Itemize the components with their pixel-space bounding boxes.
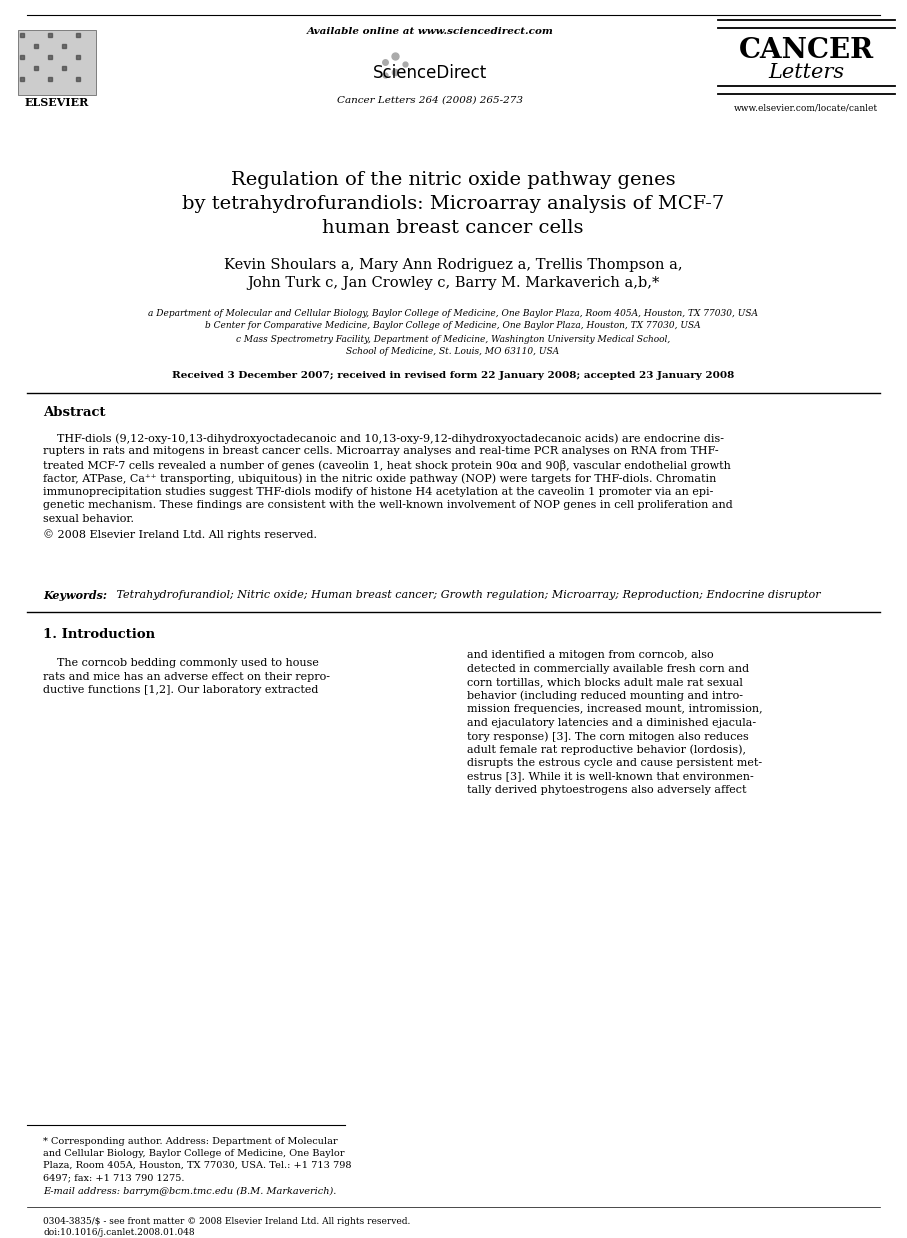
Text: a Department of Molecular and Cellular Biology, Baylor College of Medicine, One : a Department of Molecular and Cellular B…: [148, 308, 758, 317]
Text: 0304-3835/$ - see front matter © 2008 Elsevier Ireland Ltd. All rights reserved.: 0304-3835/$ - see front matter © 2008 El…: [43, 1217, 410, 1226]
Text: tally derived phytoestrogens also adversely affect: tally derived phytoestrogens also advers…: [467, 785, 746, 795]
Text: THF-diols (9,12-oxy-10,13-dihydroxyoctadecanoic and 10,13-oxy-9,12-dihydroxyocta: THF-diols (9,12-oxy-10,13-dihydroxyoctad…: [43, 433, 724, 443]
Text: Kevin Shoulars a, Mary Ann Rodriguez a, Trellis Thompson a,: Kevin Shoulars a, Mary Ann Rodriguez a, …: [224, 258, 682, 272]
Text: corn tortillas, which blocks adult male rat sexual: corn tortillas, which blocks adult male …: [467, 677, 743, 687]
Text: estrus [3]. While it is well-known that environmen-: estrus [3]. While it is well-known that …: [467, 771, 754, 781]
Text: ductive functions [1,2]. Our laboratory extracted: ductive functions [1,2]. Our laboratory …: [43, 685, 318, 695]
Text: rats and mice has an adverse effect on their repro-: rats and mice has an adverse effect on t…: [43, 671, 330, 681]
Bar: [18, 30, 96, 95]
Text: human breast cancer cells: human breast cancer cells: [322, 219, 584, 236]
Text: Received 3 December 2007; received in revised form 22 January 2008; accepted 23 : Received 3 December 2007; received in re…: [171, 370, 734, 380]
Text: and Cellular Biology, Baylor College of Medicine, One Baylor: and Cellular Biology, Baylor College of …: [43, 1149, 345, 1158]
Text: Tetrahydrofurandiol; Nitric oxide; Human breast cancer; Growth regulation; Micro: Tetrahydrofurandiol; Nitric oxide; Human…: [113, 591, 821, 600]
Text: 6497; fax: +1 713 790 1275.: 6497; fax: +1 713 790 1275.: [43, 1172, 184, 1182]
Text: sexual behavior.: sexual behavior.: [43, 514, 134, 524]
Text: tory response) [3]. The corn mitogen also reduces: tory response) [3]. The corn mitogen als…: [467, 730, 749, 742]
Text: disrupts the estrous cycle and cause persistent met-: disrupts the estrous cycle and cause per…: [467, 758, 762, 768]
Text: b Center for Comparative Medicine, Baylor College of Medicine, One Baylor Plaza,: b Center for Comparative Medicine, Baylo…: [205, 322, 701, 331]
Text: Abstract: Abstract: [43, 406, 105, 420]
Text: Plaza, Room 405A, Houston, TX 77030, USA. Tel.: +1 713 798: Plaza, Room 405A, Houston, TX 77030, USA…: [43, 1161, 352, 1170]
Text: Letters: Letters: [768, 63, 844, 83]
Text: Available online at www.sciencedirect.com: Available online at www.sciencedirect.co…: [307, 27, 553, 36]
Text: factor, ATPase, Ca⁺⁺ transporting, ubiquitous) in the nitric oxide pathway (NOP): factor, ATPase, Ca⁺⁺ transporting, ubiqu…: [43, 473, 717, 484]
Text: ScienceDirect: ScienceDirect: [373, 64, 487, 82]
Text: c Mass Spectrometry Facility, Department of Medicine, Washington University Medi: c Mass Spectrometry Facility, Department…: [236, 334, 670, 343]
Text: adult female rat reproductive behavior (lordosis),: adult female rat reproductive behavior (…: [467, 744, 746, 755]
Text: rupters in rats and mitogens in breast cancer cells. Microarray analyses and rea: rupters in rats and mitogens in breast c…: [43, 447, 718, 457]
Text: ELSEVIER: ELSEVIER: [24, 98, 89, 109]
Text: doi:10.1016/j.canlet.2008.01.048: doi:10.1016/j.canlet.2008.01.048: [43, 1228, 195, 1237]
Text: 1. Introduction: 1. Introduction: [43, 629, 155, 641]
Text: and ejaculatory latencies and a diminished ejacula-: and ejaculatory latencies and a diminish…: [467, 718, 756, 728]
Text: behavior (including reduced mounting and intro-: behavior (including reduced mounting and…: [467, 691, 743, 701]
Text: treated MCF-7 cells revealed a number of genes (caveolin 1, heat shock protein 9: treated MCF-7 cells revealed a number of…: [43, 461, 731, 470]
Text: CANCER: CANCER: [738, 36, 873, 63]
Text: by tetrahydrofurandiols: Microarray analysis of MCF-7: by tetrahydrofurandiols: Microarray anal…: [182, 196, 724, 213]
Text: John Turk c, Jan Crowley c, Barry M. Markaverich a,b,*: John Turk c, Jan Crowley c, Barry M. Mar…: [247, 276, 659, 290]
Text: E-mail address: barrym@bcm.tmc.edu (B.M. Markaverich).: E-mail address: barrym@bcm.tmc.edu (B.M.…: [43, 1187, 336, 1196]
Text: genetic mechanism. These findings are consistent with the well-known involvement: genetic mechanism. These findings are co…: [43, 500, 733, 510]
Text: School of Medicine, St. Louis, MO 63110, USA: School of Medicine, St. Louis, MO 63110,…: [346, 348, 560, 357]
Text: Regulation of the nitric oxide pathway genes: Regulation of the nitric oxide pathway g…: [230, 171, 676, 189]
Text: The corncob bedding commonly used to house: The corncob bedding commonly used to hou…: [43, 659, 319, 669]
Text: immunoprecipitation studies suggest THF-diols modify of histone H4 acetylation a: immunoprecipitation studies suggest THF-…: [43, 487, 714, 496]
Text: Cancer Letters 264 (2008) 265-273: Cancer Letters 264 (2008) 265-273: [337, 95, 523, 104]
Text: and identified a mitogen from corncob, also: and identified a mitogen from corncob, a…: [467, 650, 714, 660]
Text: detected in commercially available fresh corn and: detected in commercially available fresh…: [467, 664, 749, 673]
Text: * Corresponding author. Address: Department of Molecular: * Corresponding author. Address: Departm…: [43, 1136, 337, 1146]
Text: www.elsevier.com/locate/canlet: www.elsevier.com/locate/canlet: [734, 104, 878, 113]
Text: mission frequencies, increased mount, intromission,: mission frequencies, increased mount, in…: [467, 704, 763, 714]
Text: Keywords:: Keywords:: [43, 591, 107, 600]
Text: © 2008 Elsevier Ireland Ltd. All rights reserved.: © 2008 Elsevier Ireland Ltd. All rights …: [43, 530, 317, 540]
